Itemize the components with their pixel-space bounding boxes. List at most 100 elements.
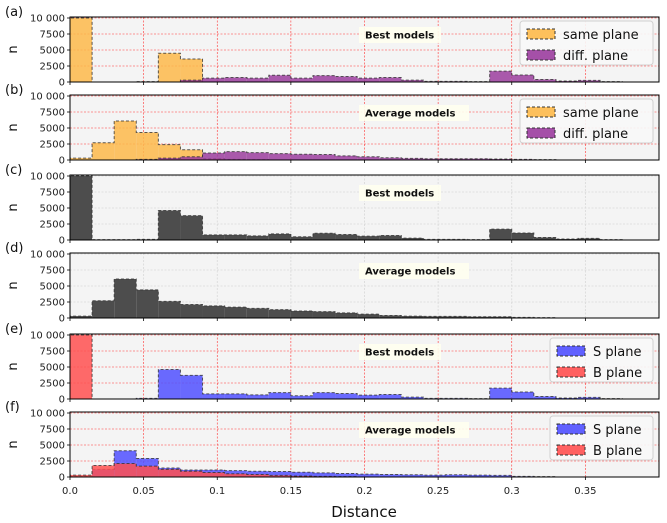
legend-swatch <box>526 127 556 139</box>
histogram-bar <box>379 315 402 318</box>
annotation-box <box>359 344 441 360</box>
histogram-bar <box>335 155 358 160</box>
x-tick-label: 0.05 <box>132 486 154 497</box>
histogram-bar <box>224 473 247 477</box>
histogram-bar <box>180 80 203 82</box>
x-tick-label: 0.1 <box>209 486 225 497</box>
histogram-bar <box>70 18 93 82</box>
y-tick-label: 7500 <box>40 30 65 41</box>
histogram-bar <box>70 335 93 399</box>
series-diff-plane <box>70 70 645 83</box>
histogram-bar <box>246 78 269 82</box>
histogram-bar <box>180 304 203 318</box>
annotation-box <box>359 422 469 438</box>
histogram-bar <box>70 475 93 477</box>
legend-swatch <box>556 366 586 378</box>
histogram-bar <box>136 466 159 477</box>
histogram-outline <box>70 369 645 400</box>
annotation-text: Average models <box>365 267 455 278</box>
histogram-bar <box>246 152 269 160</box>
histogram-bar <box>312 472 336 477</box>
histogram-bar <box>511 74 534 82</box>
y-tick-label: 7500 <box>40 188 65 199</box>
y-tick-label: 2500 <box>40 62 65 73</box>
histogram-bar <box>268 392 291 399</box>
panel-label: (e) <box>5 322 23 337</box>
x-axis-label: Distance <box>331 503 397 521</box>
histogram-bar <box>379 394 402 399</box>
histogram-bar <box>246 394 269 399</box>
histogram-bar <box>335 234 358 240</box>
histogram-bar <box>290 310 313 318</box>
panel-label: (b) <box>5 83 23 98</box>
histogram-bar <box>357 395 380 399</box>
legend-label: S plane <box>593 345 641 360</box>
panel-label: (c) <box>5 163 22 178</box>
x-tick-label: 0.0 <box>62 486 78 497</box>
histogram-bar <box>533 396 556 399</box>
annotation-text: Best models <box>365 189 434 200</box>
histogram-bar <box>136 289 159 318</box>
histogram-bar <box>379 77 402 82</box>
annotation-text: Average models <box>365 426 455 437</box>
panel-label: (f) <box>5 400 20 415</box>
series-s-plane <box>70 369 645 400</box>
y-axis-label: n <box>6 362 21 370</box>
histogram-bar <box>335 393 358 399</box>
series-all <box>69 278 645 319</box>
histogram-bar <box>467 316 490 318</box>
y-tick-label: 0 <box>59 236 65 247</box>
histogram-bar <box>290 472 313 477</box>
y-tick-label: 2500 <box>40 140 65 151</box>
legend-swatch <box>556 345 586 357</box>
histogram-bar <box>268 233 291 240</box>
annotation-box <box>359 105 469 121</box>
x-tick-label: 0.35 <box>574 486 596 497</box>
histogram-bar <box>92 465 115 477</box>
histogram-bar <box>578 397 601 399</box>
histogram-bar <box>312 233 336 240</box>
y-tick-label: 5000 <box>40 204 65 215</box>
panel-b: 0 2500 5000 7500 10 000 (b) n Average models sam… <box>5 83 660 167</box>
histogram-bar <box>423 158 446 160</box>
histogram-bar <box>92 300 115 318</box>
histogram-bar <box>357 236 380 240</box>
annotation-box <box>359 263 469 279</box>
y-tick-label: 7500 <box>40 108 65 119</box>
y-tick-label: 0 <box>59 473 65 484</box>
histogram-bar <box>511 232 534 240</box>
y-tick-label: 10 000 <box>30 331 65 342</box>
histogram-bar <box>489 388 512 399</box>
y-tick-label: 2500 <box>40 220 65 231</box>
histogram-bar <box>224 234 247 240</box>
panel-d: 0 2500 5000 7500 10 000 (d) n Average models <box>5 241 660 325</box>
panel-f: 0 2500 5000 7500 10 000 0.0 0.05 0.1 0.15 0.2 0.25… <box>5 400 660 497</box>
histogram-bar <box>489 475 512 477</box>
y-tick-label: 10 000 <box>30 409 65 420</box>
y-tick-label: 0 <box>59 395 65 406</box>
histogram-bar <box>357 78 380 82</box>
y-tick-label: 10 000 <box>30 14 65 25</box>
histogram-bar <box>158 301 181 318</box>
histogram-bar <box>312 154 336 160</box>
histogram-bar <box>202 152 225 160</box>
histogram-bar <box>114 463 137 477</box>
histogram-bar <box>335 76 358 82</box>
series-b-plane <box>69 463 645 478</box>
y-tick-label: 10 000 <box>30 250 65 261</box>
y-tick-label: 0 <box>59 156 65 167</box>
histogram-bar <box>180 375 203 399</box>
legend-label: same plane <box>563 28 639 43</box>
y-tick-label: 0 <box>59 78 65 89</box>
annotation-text: Best models <box>365 348 434 359</box>
y-tick-label: 2500 <box>40 379 65 390</box>
histogram-bar <box>357 156 380 160</box>
histogram-bar <box>290 78 313 82</box>
histogram-bar <box>202 78 225 82</box>
y-axis-label: n <box>6 440 21 448</box>
legend-swatch <box>526 106 556 118</box>
histogram-bar <box>70 158 93 160</box>
panel-label: (a) <box>5 5 23 20</box>
legend-swatch <box>526 28 556 40</box>
histogram-bar <box>158 53 181 82</box>
